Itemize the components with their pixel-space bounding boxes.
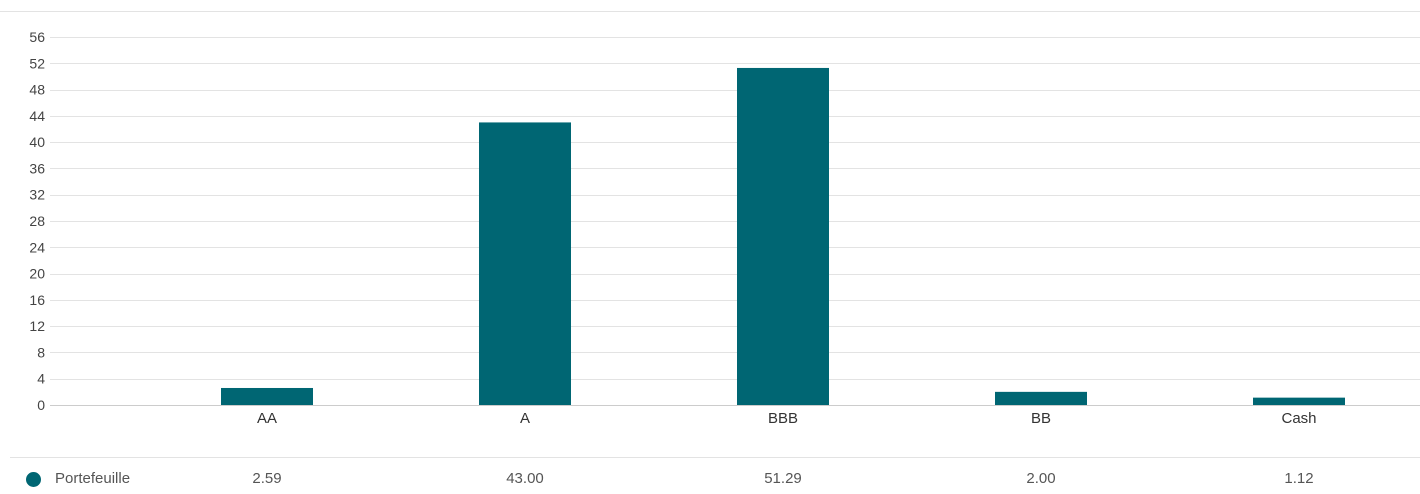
x-category-label: BBB — [768, 410, 798, 427]
legend-table-row: Portefeuille 2.59 43.00 51.29 2.00 1.12 — [0, 458, 1420, 494]
y-tick-label: 4 — [37, 371, 45, 387]
y-tick-label: 44 — [29, 108, 45, 124]
legend-series-name: Portefeuille — [55, 470, 131, 487]
bar-aa — [221, 387, 313, 405]
y-tick-label: 36 — [29, 160, 45, 176]
y-tick-label: 28 — [29, 213, 45, 229]
x-category-label: AA — [257, 410, 277, 427]
table-value-aa: 2.59 — [252, 470, 282, 487]
y-tick-label: 48 — [29, 82, 45, 98]
y-tick-label: 32 — [29, 187, 45, 203]
y-tick-label: 8 — [37, 344, 45, 360]
x-category-label: A — [520, 410, 530, 427]
y-tick-label: 56 — [29, 29, 45, 45]
table-value-bb: 2.00 — [1026, 470, 1056, 487]
table-value-bbb: 51.29 — [764, 470, 802, 487]
bar-cash — [1253, 397, 1345, 405]
bar-bb — [995, 391, 1087, 405]
y-tick-label: 24 — [29, 239, 45, 255]
y-tick-label: 0 — [37, 397, 45, 413]
y-tick-label: 52 — [29, 55, 45, 71]
y-tick-label: 40 — [29, 134, 45, 150]
x-category-label: BB — [1031, 410, 1051, 427]
y-tick-label: 16 — [29, 292, 45, 308]
x-category-label: Cash — [1281, 410, 1316, 427]
table-value-a: 43.00 — [506, 470, 544, 487]
y-tick-label: 12 — [29, 318, 45, 334]
bar-a — [479, 122, 571, 405]
table-value-cash: 1.12 — [1284, 470, 1314, 487]
legend-marker — [26, 472, 41, 487]
y-tick-label: 20 — [29, 266, 45, 282]
bar-bbb — [737, 67, 829, 406]
